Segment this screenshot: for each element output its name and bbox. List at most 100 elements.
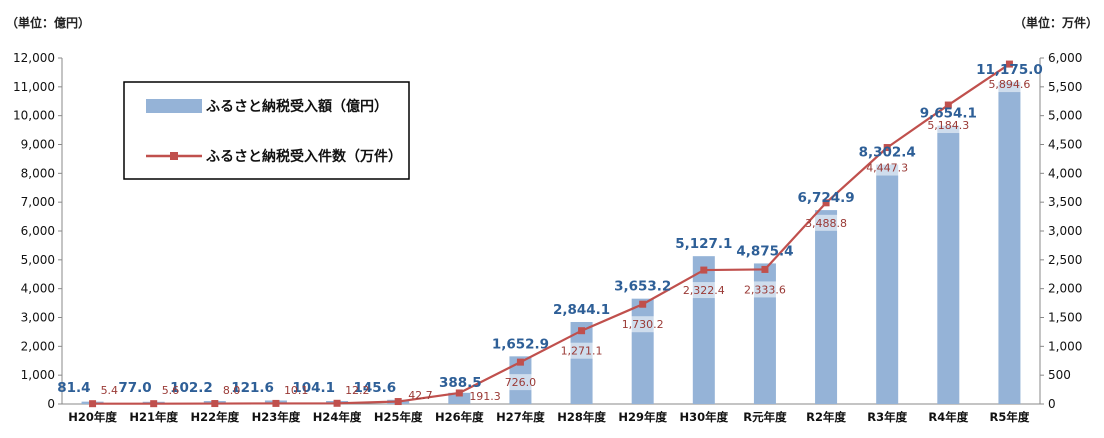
bar bbox=[570, 321, 593, 404]
line-label-bg bbox=[613, 316, 672, 333]
left-tick-label: 3,000 bbox=[21, 311, 55, 325]
legend-label-line: ふるさと納税受入件数（万件） bbox=[206, 148, 402, 165]
bar bbox=[631, 298, 654, 404]
bar-value-label: 6,724.9 bbox=[797, 190, 854, 206]
category-label: H29年度 bbox=[618, 410, 667, 424]
bar-value-label: 104.1 bbox=[292, 380, 335, 396]
category-label: H28年度 bbox=[557, 410, 606, 424]
bar-value-label: 388.5 bbox=[439, 375, 482, 391]
category-label: H20年度 bbox=[68, 410, 117, 424]
left-tick-label: 2,000 bbox=[21, 339, 55, 353]
line-value-label: 5,894.6 bbox=[988, 78, 1030, 91]
legend-swatch-bar bbox=[146, 99, 202, 113]
right-tick-label: 500 bbox=[1048, 368, 1071, 382]
line-marker bbox=[761, 265, 769, 273]
category-label: H23年度 bbox=[252, 410, 301, 424]
line-value-label: 726.0 bbox=[505, 376, 537, 389]
legend: ふるさと納税受入額（億円） ふるさと納税受入件数（万件） bbox=[123, 81, 410, 180]
line-value-label: 1,730.2 bbox=[622, 318, 664, 331]
line-label-bg bbox=[552, 342, 611, 359]
line-marker bbox=[150, 400, 158, 408]
axes: 0 0 1,000 500 2,000 1,000 3,000 1,500 4,000 2,000… bbox=[13, 51, 1082, 424]
bar bbox=[753, 263, 776, 404]
line-value-label: 42.7 bbox=[408, 389, 433, 402]
right-tick-label: 5,500 bbox=[1048, 80, 1082, 94]
bar-value-label: 77.0 bbox=[118, 380, 151, 396]
bar bbox=[448, 392, 471, 404]
right-tick-label: 1,500 bbox=[1048, 311, 1082, 325]
category-label: R元年度 bbox=[743, 410, 787, 424]
category-label: R5年度 bbox=[990, 410, 1030, 424]
left-tick-label: 11,000 bbox=[13, 80, 55, 94]
line-value-label: 191.3 bbox=[469, 390, 501, 403]
bar-value-label: 8,302.4 bbox=[859, 145, 916, 161]
bar-value-label: 4,875.4 bbox=[736, 243, 793, 259]
line-label-bg bbox=[675, 282, 733, 299]
line-label-bg bbox=[980, 76, 1039, 93]
line-marker bbox=[944, 101, 952, 109]
line-value-label: 8.0 bbox=[223, 384, 241, 397]
bar bbox=[692, 256, 715, 404]
line-marker bbox=[272, 399, 280, 407]
line-value-label: 10.1 bbox=[284, 384, 309, 397]
series-line bbox=[92, 63, 1011, 405]
right-tick-label: 3,500 bbox=[1048, 195, 1082, 209]
bar bbox=[876, 164, 899, 404]
bar-value-label: 5,127.1 bbox=[675, 236, 732, 252]
category-label: R2年度 bbox=[806, 410, 846, 424]
bar bbox=[937, 125, 960, 405]
data-labels: 81.4 77.0 102.2 121.6 104.1 145.6 388.5 1,652.9… bbox=[57, 62, 1043, 403]
right-tick-label: 4,500 bbox=[1048, 138, 1082, 152]
left-tick-label: 10,000 bbox=[13, 109, 55, 123]
bar-value-label: 121.6 bbox=[231, 380, 274, 396]
line-marker bbox=[822, 199, 830, 207]
bar-value-label: 102.2 bbox=[170, 380, 213, 396]
line-label-bg bbox=[498, 374, 543, 391]
right-tick-label: 2,500 bbox=[1048, 253, 1082, 267]
legend-box bbox=[123, 81, 410, 180]
line-marker bbox=[700, 266, 708, 274]
line-marker bbox=[333, 399, 341, 407]
category-label: H27年度 bbox=[496, 410, 545, 424]
line-value-label: 2,333.6 bbox=[744, 283, 786, 296]
left-tick-label: 1,000 bbox=[21, 368, 55, 382]
right-tick-label: 0 bbox=[1048, 397, 1056, 411]
bar bbox=[998, 81, 1021, 404]
category-label: H26年度 bbox=[435, 410, 484, 424]
legend-swatch-marker bbox=[170, 152, 178, 160]
line-label-bg bbox=[736, 281, 794, 298]
line-value-label: 3,488.8 bbox=[805, 217, 847, 230]
line-value-label: 1,271.1 bbox=[561, 345, 603, 358]
line-value-label: 12.2 bbox=[345, 384, 370, 397]
bar-value-label: 81.4 bbox=[57, 380, 90, 396]
right-tick-label: 6,000 bbox=[1048, 51, 1082, 65]
bar-value-label: 1,652.9 bbox=[492, 336, 549, 352]
line-label-bg bbox=[919, 117, 978, 134]
right-tick-label: 1,000 bbox=[1048, 339, 1082, 353]
line-value-label: 5,184.3 bbox=[927, 119, 969, 132]
category-label: H22年度 bbox=[190, 410, 239, 424]
line-marker bbox=[639, 300, 647, 308]
left-tick-label: 7,000 bbox=[21, 195, 55, 209]
left-tick-label: 6,000 bbox=[21, 224, 55, 238]
legend-label-bar: ふるさと納税受入額（億円） bbox=[206, 98, 388, 115]
line-marker bbox=[394, 398, 402, 406]
bar-value-label: 145.6 bbox=[353, 380, 396, 396]
right-tick-label: 2,000 bbox=[1048, 282, 1082, 296]
category-label: R4年度 bbox=[928, 410, 968, 424]
right-unit-label: （単位：万件） bbox=[1014, 15, 1098, 30]
left-tick-label: 8,000 bbox=[21, 166, 55, 180]
line-marker bbox=[211, 400, 219, 408]
bar-value-label: 2,844.1 bbox=[553, 302, 610, 318]
right-tick-label: 3,000 bbox=[1048, 224, 1082, 238]
category-label: H21年度 bbox=[129, 410, 178, 424]
category-label: H30年度 bbox=[679, 410, 728, 424]
left-tick-label: 0 bbox=[47, 397, 55, 411]
line-value-label: 4,447.3 bbox=[866, 162, 908, 175]
line-label-bg bbox=[858, 159, 916, 176]
bar-value-label: 9,654.1 bbox=[920, 106, 977, 122]
line-marker bbox=[578, 327, 586, 335]
category-label: H24年度 bbox=[313, 410, 362, 424]
